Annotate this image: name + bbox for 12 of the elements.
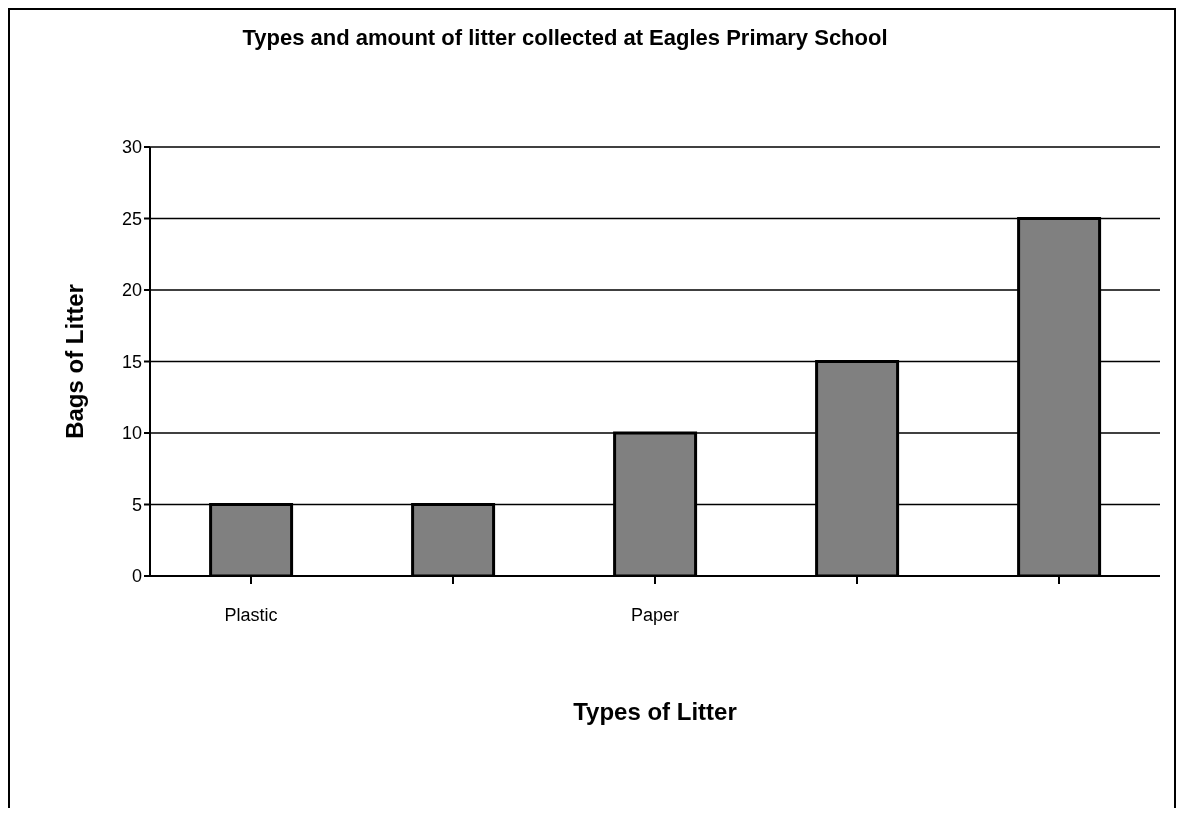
y-tick-label: 5 <box>131 494 142 515</box>
y-tick-label: 15 <box>121 351 142 372</box>
y-tick-label: 30 <box>121 137 142 158</box>
y-axis-title: Bags of Litter <box>60 284 88 439</box>
y-tick-label: 0 <box>131 566 142 587</box>
y-tick-label: 20 <box>121 280 142 301</box>
chart-title: Types and amount of litter collected at Eagles Primary School <box>241 24 889 52</box>
x-tick-label: Plastic <box>224 604 278 625</box>
x-tick-label: Paper <box>630 604 680 625</box>
y-tick-label: 25 <box>121 208 142 229</box>
y-tick-label: 10 <box>121 423 142 444</box>
x-axis-title: Types of Litter <box>573 698 737 725</box>
